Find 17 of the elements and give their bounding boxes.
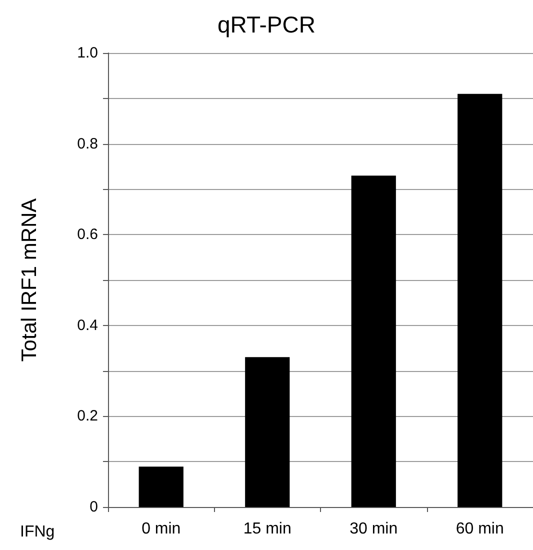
y-axis-title: Total IRF1 mRNA bbox=[18, 198, 41, 362]
bar bbox=[138, 466, 184, 507]
bar bbox=[245, 357, 290, 507]
x-axis-title: IFNg bbox=[20, 524, 55, 540]
bar bbox=[351, 176, 396, 507]
x-tick-label: 60 min bbox=[456, 520, 504, 538]
bar bbox=[458, 94, 502, 507]
x-tick-label: 0 min bbox=[142, 520, 181, 538]
y-tick-label: 0.4 bbox=[77, 316, 98, 334]
y-tick-label: 0.2 bbox=[77, 408, 98, 425]
x-tick-label: 15 min bbox=[243, 520, 292, 538]
y-tick-label: 0 bbox=[90, 498, 98, 516]
y-tick-label: 0.8 bbox=[77, 135, 98, 152]
x-tick-label: 30 min bbox=[350, 520, 398, 538]
chart-title: qRT-PCR bbox=[218, 12, 316, 38]
y-tick-label: 1.0 bbox=[77, 44, 98, 62]
y-tick-label: 0.6 bbox=[77, 226, 98, 244]
